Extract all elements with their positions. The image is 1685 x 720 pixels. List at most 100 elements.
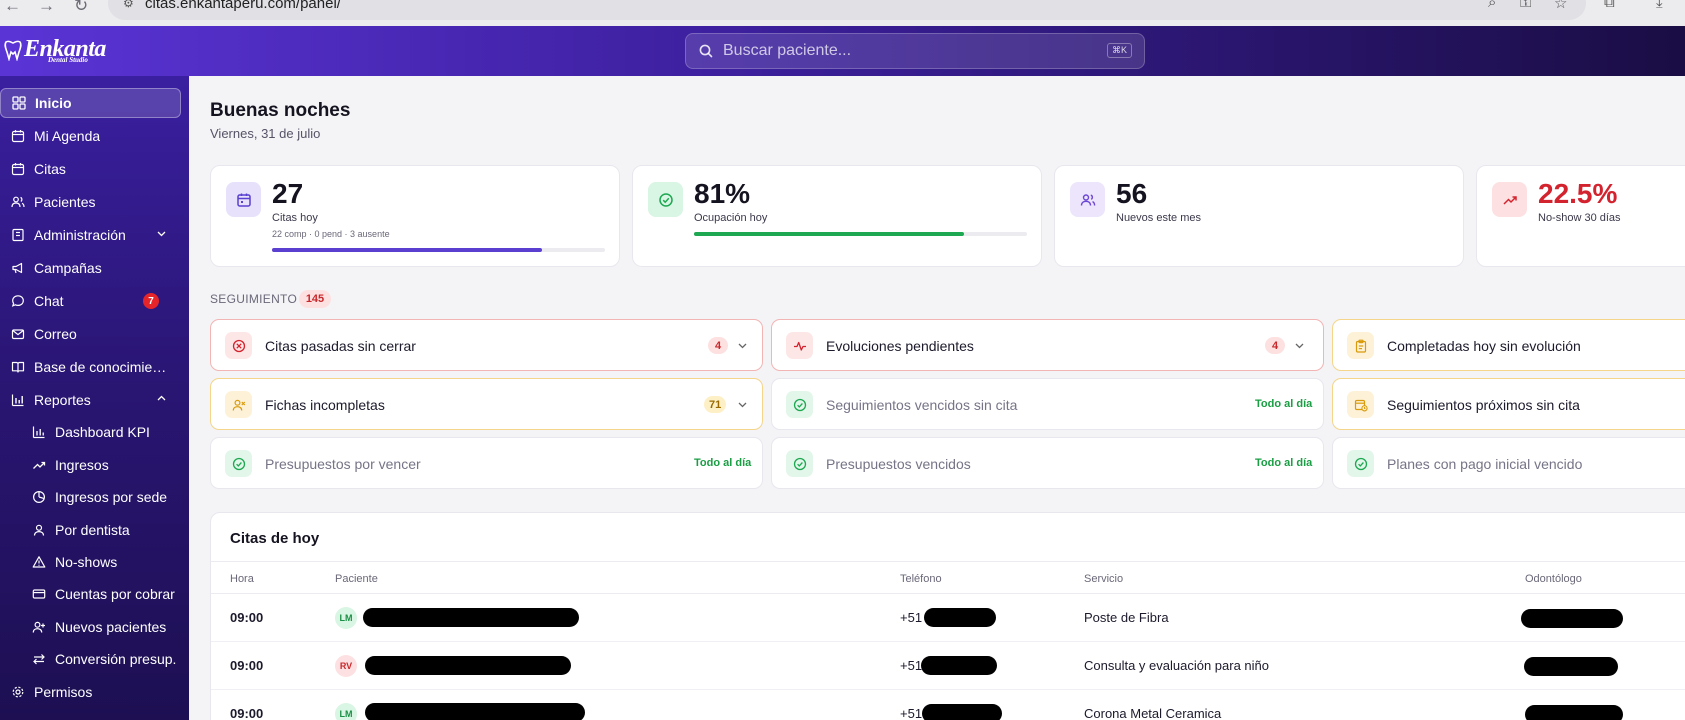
sidebar-item-reportes[interactable]: Reportes	[0, 385, 181, 415]
bookmark-star-icon[interactable]: ☆	[1554, 0, 1568, 12]
sidebar-item-pacientes[interactable]: Pacientes	[0, 187, 181, 217]
avatar: LM	[335, 703, 357, 720]
redacted-phone	[921, 656, 997, 675]
mail-icon	[11, 329, 25, 340]
followup-evoluciones-pendientes[interactable]: Evoluciones pendientes 4	[771, 319, 1324, 371]
brand-name: Enkanta	[24, 36, 106, 62]
followup-citas-sin-cerrar[interactable]: Citas pasadas sin cerrar 4	[210, 319, 763, 371]
redacted-phone	[922, 704, 1002, 720]
sidebar-item-no-shows[interactable]: No-shows	[0, 547, 181, 577]
chevron-down-icon[interactable]	[1294, 340, 1305, 351]
column-header-paciente[interactable]: Paciente	[335, 573, 378, 585]
sidebar-item-cuentas-por-cobrar[interactable]: Cuentas por cobrar	[0, 579, 181, 609]
sidebar-item-conversion-presup[interactable]: Conversión presup.	[0, 644, 181, 674]
followup-planes-pago-vencido[interactable]: Planes con pago inicial vencido	[1332, 437, 1685, 489]
sidebar-item-base-conocimiento[interactable]: Base de conocimient…	[0, 352, 181, 382]
followup-label: Completadas hoy sin evolución	[1387, 338, 1581, 354]
redacted-patient-name	[365, 656, 571, 675]
current-date: Viernes, 31 de julio	[210, 126, 321, 141]
back-icon[interactable]: ←	[4, 0, 21, 15]
followup-completadas-sin-evolucion[interactable]: Completadas hoy sin evolución	[1332, 319, 1685, 371]
users-icon	[11, 196, 25, 208]
cell-telefono: +51	[900, 610, 923, 625]
download-icon[interactable]: ⤓	[1656, 0, 1663, 11]
table-row[interactable]: 09:00 RV +51 Consulta y evaluación para …	[211, 642, 1685, 690]
url-text[interactable]: citas.enkantaperu.com/panel/	[145, 0, 341, 12]
chevron-down-icon[interactable]	[737, 399, 748, 410]
followup-label: Seguimientos vencidos sin cita	[826, 397, 1018, 413]
tooth-logo-icon	[4, 40, 22, 61]
sidebar-item-correo[interactable]: Correo	[0, 319, 181, 349]
sidebar-item-nuevos-pacientes[interactable]: Nuevos pacientes	[0, 612, 181, 642]
reload-icon[interactable]: ↻	[74, 0, 89, 15]
column-header-hora[interactable]: Hora	[230, 573, 254, 585]
brand-logo[interactable]: Enkanta	[4, 36, 106, 63]
site-info-icon[interactable]: ⚙	[123, 0, 134, 10]
cell-servicio: Poste de Fibra	[1084, 610, 1169, 625]
check-circle-icon	[786, 450, 813, 477]
followup-seguimientos-vencidos[interactable]: Seguimientos vencidos sin cita Todo al d…	[771, 378, 1324, 430]
sidebar-item-ingresos-por-sede[interactable]: Ingresos por sede	[0, 482, 181, 512]
sidebar-item-administracion[interactable]: Administración	[0, 220, 181, 250]
sidebar-item-ingresos[interactable]: Ingresos	[0, 450, 181, 480]
redacted-odontologo	[1524, 657, 1618, 676]
followup-count-badge: 71	[704, 396, 727, 413]
kpi-progress-track	[694, 232, 1027, 236]
column-header-odontologo[interactable]: Odontólogo	[1525, 573, 1582, 585]
kpi-card-ocupacion[interactable]: 81% Ocupación hoy	[632, 165, 1042, 267]
kpi-card-no-show[interactable]: 22.5% No-show 30 días	[1476, 165, 1685, 267]
forward-icon[interactable]: →	[38, 0, 55, 15]
followup-status: Todo al día	[1255, 457, 1313, 469]
followup-label: Presupuestos vencidos	[826, 456, 971, 472]
clipboard-icon	[1347, 332, 1374, 359]
followup-seguimientos-proximos[interactable]: Seguimientos próximos sin cita	[1332, 378, 1685, 430]
followup-status: Todo al día	[1255, 398, 1313, 410]
check-circle-icon	[648, 182, 683, 217]
sidebar-item-chat[interactable]: Chat 7	[0, 286, 181, 316]
followup-label: Seguimientos próximos sin cita	[1387, 397, 1580, 413]
building-icon	[12, 228, 24, 242]
column-header-telefono[interactable]: Teléfono	[900, 573, 942, 585]
sidebar-item-label: Mi Agenda	[34, 128, 101, 144]
sidebar-item-mi-agenda[interactable]: Mi Agenda	[0, 121, 181, 151]
kpi-label: Ocupación hoy	[694, 212, 768, 224]
followup-fichas-incompletas[interactable]: Fichas incompletas 71	[210, 378, 763, 430]
sidebar-item-label: Dashboard KPI	[55, 424, 150, 440]
sidebar-item-por-dentista[interactable]: Por dentista	[0, 515, 181, 545]
sidebar-item-campanas[interactable]: Campañas	[0, 253, 181, 283]
column-header-servicio[interactable]: Servicio	[1084, 573, 1124, 585]
followup-presupuestos-por-vencer[interactable]: Presupuestos por vencer Todo al día	[210, 437, 763, 489]
table-row[interactable]: 09:00 LM +51 Corona Metal Ceramica	[211, 690, 1685, 720]
cell-hora: 09:00	[230, 610, 264, 625]
book-icon	[11, 361, 25, 373]
cell-hora: 09:00	[230, 658, 264, 673]
sidebar-item-permisos[interactable]: Permisos	[0, 677, 181, 707]
table-row[interactable]: 09:00 LM +51 Poste de Fibra	[211, 594, 1685, 642]
patient-search[interactable]: ⌘K	[685, 33, 1145, 69]
sidebar-item-label: Ingresos	[55, 457, 109, 473]
followup-label: Presupuestos por vencer	[265, 456, 421, 472]
kpi-card-nuevos[interactable]: 56 Nuevos este mes	[1054, 165, 1464, 267]
sidebar-item-citas[interactable]: Citas	[0, 154, 181, 184]
sidebar-item-label: Por dentista	[55, 522, 130, 538]
redacted-patient-name	[363, 608, 579, 627]
followup-label: Citas pasadas sin cerrar	[265, 338, 416, 354]
password-key-icon[interactable]: ⚿	[1520, 0, 1532, 11]
trend-up-icon	[1492, 182, 1527, 217]
sidebar-item-label: Inicio	[35, 95, 72, 111]
search-input[interactable]	[723, 42, 1093, 60]
address-bar[interactable]	[108, 0, 1586, 20]
kpi-card-citas-hoy[interactable]: 27 Citas hoy 22 comp · 0 pend · 3 ausent…	[210, 165, 620, 267]
sidebar-item-inicio[interactable]: Inicio	[0, 88, 181, 118]
followup-presupuestos-vencidos[interactable]: Presupuestos vencidos Todo al día	[771, 437, 1324, 489]
extensions-icon[interactable]: ⧉	[1604, 0, 1615, 11]
followup-count-badge: 4	[1265, 337, 1285, 354]
sidebar-item-label: Chat	[34, 293, 64, 309]
sidebar-item-dashboard-kpi[interactable]: Dashboard KPI	[0, 417, 181, 447]
table-header: Hora Paciente Teléfono Servicio Odontólo…	[211, 561, 1685, 594]
cell-hora: 09:00	[230, 706, 264, 720]
followup-status: Todo al día	[694, 457, 752, 469]
zoom-icon[interactable]: ⌕	[1488, 0, 1497, 11]
bar-chart-icon	[32, 426, 45, 439]
chevron-down-icon[interactable]	[737, 340, 748, 351]
